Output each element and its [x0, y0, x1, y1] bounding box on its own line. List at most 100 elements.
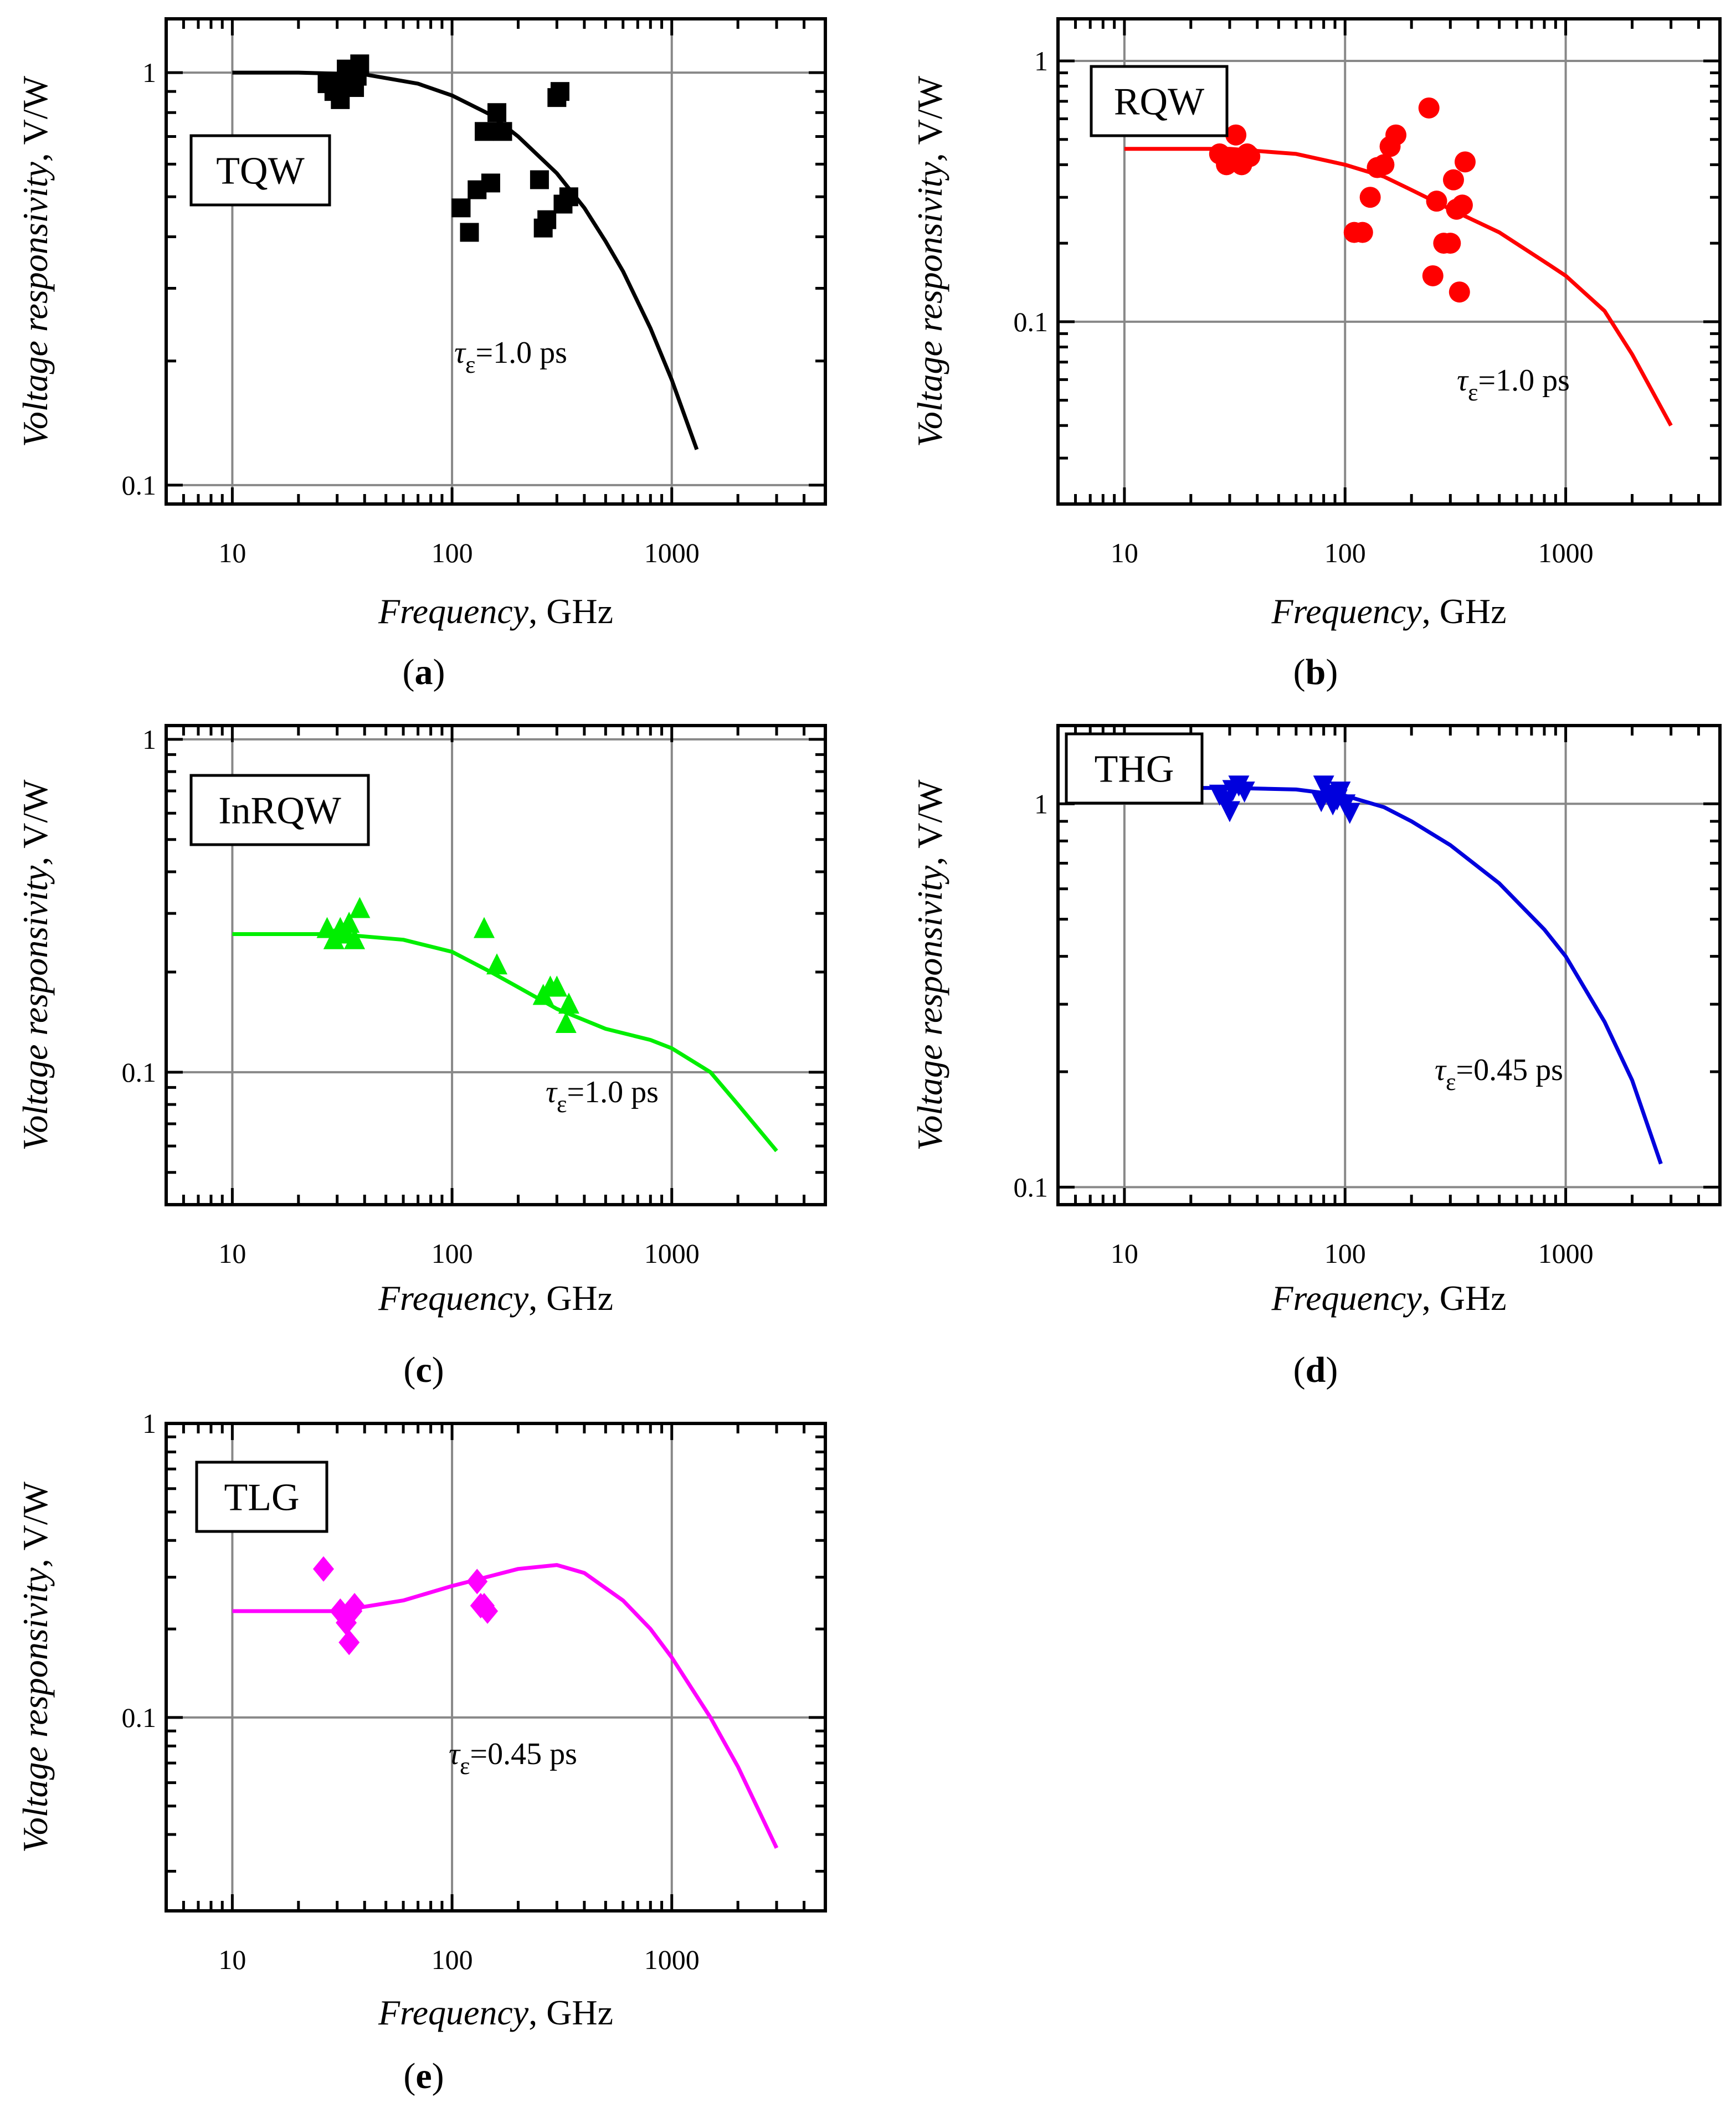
x-tick-label: 100: [1324, 1238, 1366, 1269]
data-point-19: [1442, 169, 1464, 191]
x-tick-label: 1000: [644, 1238, 700, 1269]
tau-subscript: ε: [1468, 379, 1478, 406]
data-layer: [232, 54, 699, 450]
panel-label: (a): [403, 652, 445, 692]
data-point-11: [475, 122, 494, 141]
data-point-8: [486, 953, 508, 975]
data-point-3: [1225, 124, 1247, 146]
data-point-7: [350, 54, 369, 74]
data-layer: [1124, 97, 1673, 426]
legend-box: [1065, 732, 1204, 805]
legend-label: TQW: [216, 150, 304, 193]
x-tick-label: 1000: [1538, 1238, 1594, 1269]
legend-box: [195, 1461, 328, 1533]
data-point-0: [313, 1556, 335, 1582]
data-point-13: [487, 103, 507, 122]
data-point-6: [1239, 146, 1261, 167]
data-point-9: [460, 223, 479, 242]
data-point-6: [349, 897, 371, 918]
tau-value: =0.45 ps: [470, 1737, 577, 1771]
tau-subscript: ε: [557, 1091, 567, 1118]
chart-panel-b: 10 100 1000 0.1 1 Frequency, GHz Voltage respo…: [910, 17, 1722, 692]
data-layer: [1124, 775, 1663, 1165]
x-tick-label: 10: [1111, 537, 1138, 568]
x-axis-title: Frequency, GHz: [378, 1278, 613, 1318]
data-point-12: [555, 1012, 577, 1034]
x-axis-title-unit: , GHz: [528, 592, 613, 631]
data-point-16: [1426, 191, 1447, 212]
tau-symbol: τ: [546, 1075, 558, 1109]
data-point-15: [530, 170, 549, 189]
x-axis-title-unit: , GHz: [1422, 592, 1507, 631]
data-point-13: [1385, 124, 1407, 146]
tau-annotation: τε=1.0 ps: [1457, 363, 1570, 406]
data-point-5: [344, 1593, 366, 1619]
chart-panel-d: 10 100 1000 0.1 1 Frequency, GHz Voltage respo…: [910, 724, 1722, 1390]
y-tick-label: 1: [1034, 788, 1048, 819]
data-point-13: [558, 993, 579, 1014]
x-axis-title: Frequency, GHz: [378, 592, 613, 631]
y-tick-label: 1: [142, 57, 156, 88]
y-axis-title: Voltage responsivity, V/W: [16, 75, 55, 447]
data-point-11: [546, 975, 568, 997]
data-layer: [232, 1556, 779, 1849]
x-axis-title-italic: Frequency: [1271, 592, 1422, 631]
data-point-14: [493, 122, 512, 141]
y-axis-title-italic: Voltage responsivity: [16, 162, 55, 447]
tau-symbol: τ: [1457, 363, 1469, 398]
data-point-9: [1359, 187, 1381, 208]
tau-symbol: τ: [454, 336, 466, 370]
x-tick-label: 100: [1324, 537, 1366, 568]
data-point-22: [1451, 194, 1473, 216]
legend-label: RQW: [1114, 81, 1204, 124]
y-tick-label: 0.1: [122, 1702, 157, 1733]
tau-subscript: ε: [1446, 1068, 1456, 1096]
x-axis-title-unit: , GHz: [1422, 1278, 1507, 1318]
legend-label: TLG: [224, 1477, 299, 1519]
data-point-5: [1234, 782, 1255, 803]
legend-box: [1090, 65, 1229, 137]
fit-curve: [232, 70, 699, 450]
data-point-19: [550, 82, 569, 101]
tau-annotation: τε=0.45 ps: [449, 1737, 577, 1780]
y-tick-label: 0.1: [122, 1057, 157, 1088]
data-point-13: [1339, 803, 1360, 824]
plot-frame: [165, 1422, 827, 1913]
legend-label: InRQW: [218, 790, 341, 832]
x-axis-title-italic: Frequency: [378, 592, 529, 631]
tau-annotation: τε=1.0 ps: [454, 336, 567, 378]
plot-frame: [165, 17, 827, 506]
x-axis-title: Frequency, GHz: [1271, 1278, 1506, 1318]
y-axis-title-italic: Voltage responsivity: [16, 865, 55, 1150]
y-axis-title-unit: , V/W: [910, 779, 949, 866]
x-tick-label: 10: [1111, 1238, 1138, 1269]
y-axis-title: Voltage responsivity, V/W: [16, 779, 55, 1151]
data-layer: [232, 897, 778, 1153]
tau-value: =1.0 ps: [1478, 363, 1570, 398]
x-axis-title: Frequency, GHz: [1271, 592, 1506, 631]
panel-label: (c): [403, 1350, 444, 1390]
plot-frame: [165, 724, 827, 1206]
data-point-11: [1373, 154, 1395, 176]
y-axis-title: Voltage responsivity, V/W: [910, 75, 949, 447]
y-axis-title-unit: , V/W: [16, 75, 55, 162]
data-point-21: [1449, 281, 1470, 303]
legend-box: [189, 774, 370, 846]
x-tick-label: 10: [218, 537, 246, 568]
tau-annotation: τε=1.0 ps: [546, 1075, 659, 1118]
data-point-12: [481, 173, 500, 193]
tau-value: =1.0 ps: [476, 336, 567, 370]
chart-panel-e: 10 100 1000 0.1 1 Frequency, GHz Voltage respo…: [16, 1408, 827, 2096]
x-tick-label: 1000: [1538, 537, 1594, 568]
x-tick-label: 100: [432, 1944, 473, 1975]
panel-label: (d): [1293, 1350, 1338, 1390]
y-axis-title-italic: Voltage responsivity: [16, 1567, 55, 1853]
data-point-8: [1352, 222, 1373, 243]
y-axis-title: Voltage responsivity, V/W: [910, 779, 949, 1151]
x-axis-title: Frequency, GHz: [378, 1993, 613, 2032]
plot-frame: [1056, 17, 1722, 506]
data-point-4: [338, 912, 360, 933]
y-tick-label: 0.1: [122, 470, 157, 501]
x-axis-title-italic: Frequency: [378, 1993, 529, 2032]
x-tick-label: 100: [432, 537, 473, 568]
